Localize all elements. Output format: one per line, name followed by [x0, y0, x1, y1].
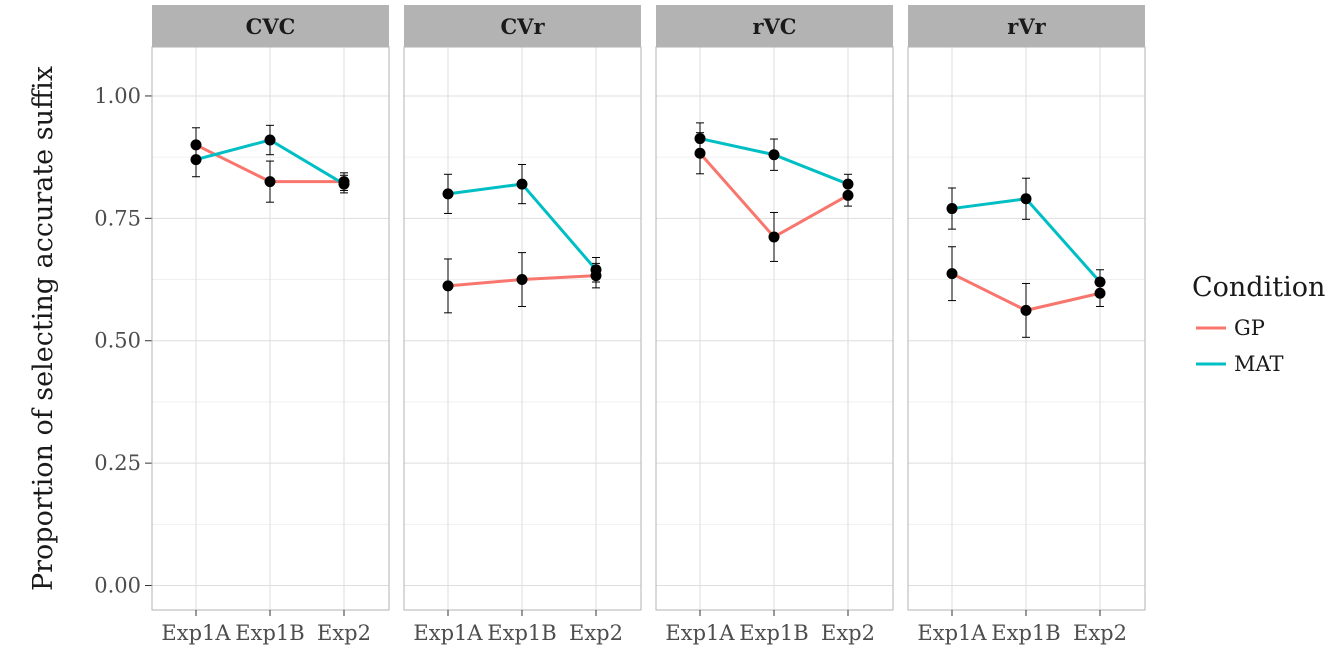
y-tick-labels: 0.00 0.25 0.50 0.75 1.00	[94, 84, 152, 598]
data-point-gp	[694, 147, 706, 159]
facet-panel-cvr: CVr Exp1A Exp1B Exp2	[403, 5, 642, 645]
x-tick-label: Exp1A	[161, 621, 231, 645]
y-tick-label: 0.00	[94, 574, 141, 598]
facet-strip	[656, 5, 893, 47]
data-point-mat	[694, 133, 706, 145]
x-tick-label: Exp2	[569, 621, 623, 645]
data-point-mat	[946, 203, 958, 215]
legend-entry-gp: GP	[1196, 316, 1265, 340]
data-point-gp	[442, 280, 454, 292]
facet-panel-cvc: CVC Exp1A Exp1B Exp2	[151, 5, 390, 645]
data-point-gp	[946, 268, 958, 280]
facet-panel-rvc: rVC Exp1A Exp1B Exp2	[655, 5, 894, 645]
data-point-gp	[516, 274, 528, 286]
y-tick-label: 0.75	[94, 206, 141, 230]
x-tick-label: Exp2	[1073, 621, 1127, 645]
y-axis-title: Proportion of selecting accurate suffix	[28, 66, 59, 591]
facet-strip	[404, 5, 641, 47]
data-point-mat	[516, 178, 528, 190]
facet-strip-label: CVr	[500, 14, 545, 39]
facet-panel-rvr: rVr Exp1A Exp1B Exp2	[907, 5, 1146, 645]
x-tick-label: Exp1B	[991, 621, 1060, 645]
y-tick-label: 0.50	[94, 329, 141, 353]
facet-strip	[908, 5, 1145, 47]
data-point-mat	[590, 264, 602, 276]
data-point-mat	[338, 178, 350, 190]
data-point-gp	[264, 176, 276, 188]
x-tick-label: Exp1A	[917, 621, 987, 645]
y-axis-title-group: Proportion of selecting accurate suffix 0…	[28, 66, 152, 598]
data-point-mat	[1094, 276, 1106, 288]
data-point-mat	[1020, 193, 1032, 205]
x-tick-label: Exp2	[317, 621, 371, 645]
data-point-gp	[190, 139, 202, 151]
legend-entry-mat: MAT	[1196, 352, 1284, 376]
data-point-mat	[190, 154, 202, 166]
x-tick-label: Exp1A	[665, 621, 735, 645]
facet-strip-label: rVr	[1007, 14, 1046, 39]
data-point-gp	[842, 189, 854, 201]
x-tick-label: Exp1B	[487, 621, 556, 645]
data-point-mat	[768, 149, 780, 161]
x-tick-label: Exp2	[821, 621, 875, 645]
x-tick-label: Exp1B	[235, 621, 304, 645]
data-point-mat	[264, 134, 276, 146]
x-tick-label: Exp1A	[413, 621, 483, 645]
facet-strip-label: rVC	[752, 14, 796, 39]
facet-strip-label: CVC	[246, 14, 296, 39]
facet-strip	[152, 5, 389, 47]
data-point-gp	[1020, 304, 1032, 316]
legend-label: GP	[1234, 316, 1265, 340]
legend-title: Condition	[1192, 272, 1325, 303]
data-point-mat	[442, 188, 454, 200]
legend-label: MAT	[1234, 352, 1284, 376]
data-point-gp	[768, 231, 780, 243]
data-point-gp	[1094, 287, 1106, 299]
legend: Condition GP MAT	[1192, 272, 1325, 376]
y-tick-label: 1.00	[94, 84, 141, 108]
x-tick-label: Exp1B	[739, 621, 808, 645]
data-point-mat	[842, 178, 854, 190]
y-tick-label: 0.25	[94, 451, 141, 475]
